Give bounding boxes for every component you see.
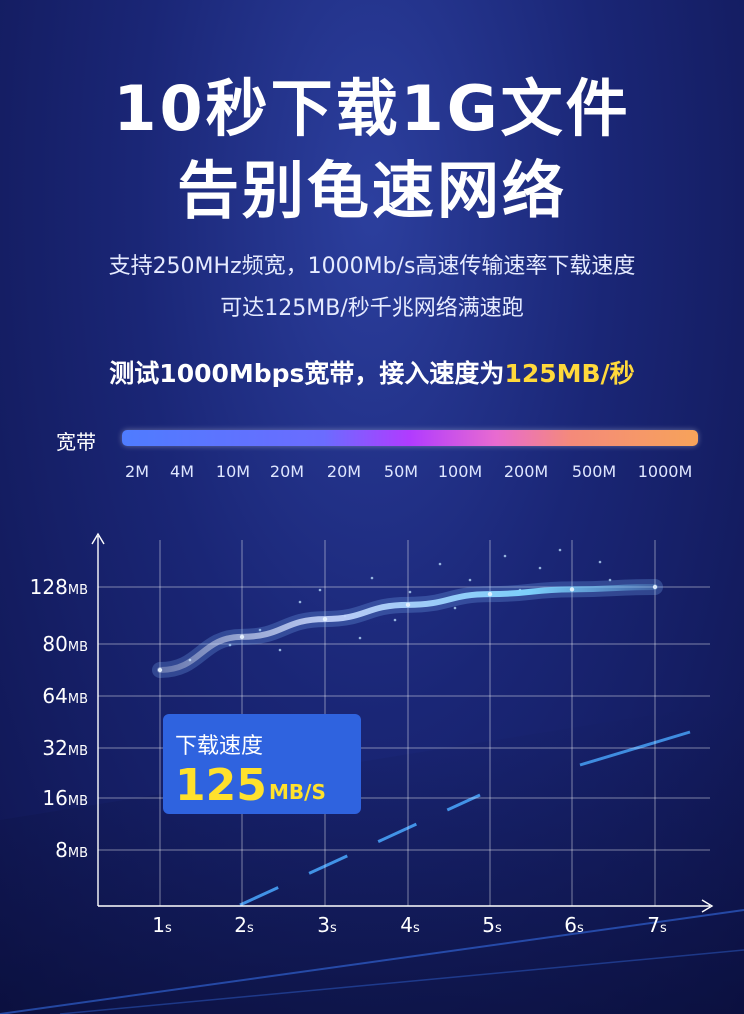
bandwidth-tick-label: 500M (571, 462, 617, 481)
download-speed-value: 125 (175, 760, 267, 811)
bandwidth-tick-label: 20M (326, 462, 362, 481)
sparkle (298, 600, 302, 604)
sparkle (453, 606, 457, 610)
bandwidth-tick-label: 50M (383, 462, 419, 481)
y-tick-label: 64MB (42, 684, 88, 708)
sparkle (408, 590, 412, 594)
sparkle (468, 578, 472, 582)
sparkle (258, 628, 262, 632)
x-tick-label: 7s (647, 913, 667, 937)
download-speed-box: 下载速度 125 MB/S (163, 714, 361, 814)
series-point (239, 634, 245, 640)
subtitle-line-1: 支持250MHz频宽，1000Mb/s高速传输速率下载速度 (108, 254, 636, 279)
bandwidth-tick-label: 1000M (637, 462, 693, 481)
speed-chart: 8MB 16MB 32MB 64MB 80MB 128MB 1s 2s 3s 4s 5s 6s 7s (0, 532, 744, 1014)
sparkle (393, 618, 397, 622)
y-tick-label: 128MB (30, 575, 88, 599)
y-tick-label: 8MB (55, 838, 88, 862)
y-tick-labels: 8MB 16MB 32MB 64MB 80MB 128MB (30, 575, 88, 862)
download-speed-unit: MB/S (269, 780, 326, 804)
bandwidth-label: 宽带 (56, 430, 96, 454)
sparkle (558, 548, 562, 552)
sparkle (318, 588, 322, 592)
x-tick-labels: 1s 2s 3s 4s 5s 6s 7s (152, 913, 667, 937)
bandwidth-ticks: 2M 4M 10M 20M 20M 50M 100M 200M 500M 1000M (112, 462, 708, 486)
chart-axes (91, 532, 714, 913)
series-point (405, 602, 411, 608)
bandwidth-tick-label: 10M (215, 462, 251, 481)
series-point (322, 616, 328, 622)
x-tick-label: 4s (400, 913, 420, 937)
x-tick-label: 2s (234, 913, 254, 937)
x-tick-label: 3s (317, 913, 337, 937)
test-line-prefix: 测试1000Mbps宽带，接入速度为 (109, 359, 505, 388)
x-tick-label: 1s (152, 913, 172, 937)
y-axis-arrow (91, 532, 105, 545)
sparkle (598, 560, 602, 564)
sparkle (358, 636, 362, 640)
sparkle (438, 562, 442, 566)
decor-floor-shade (0, 700, 744, 1014)
y-tick-label: 80MB (42, 632, 88, 656)
y-tick-label: 16MB (42, 786, 88, 810)
download-speed-label: 下载速度 (175, 734, 264, 759)
decor-light-lines (0, 730, 744, 1014)
bandwidth-tick-label: 20M (269, 462, 305, 481)
chart-series (152, 579, 663, 678)
bandwidth-tick-label: 4M (170, 462, 194, 481)
headline-line-2: 告别龟速网络 (176, 154, 567, 227)
series-point (652, 584, 658, 590)
test-line: 测试1000Mbps宽带，接入速度为125MB/秒 (0, 354, 744, 390)
bandwidth-tick-label: 2M (125, 462, 149, 481)
subtitle-line-2: 可达125MB/秒千兆网络满速跑 (220, 296, 524, 321)
sparkle (228, 643, 232, 647)
sparkle (278, 648, 282, 652)
x-tick-label: 5s (482, 913, 502, 937)
y-tick-label: 32MB (42, 736, 88, 760)
sparkle (370, 576, 374, 580)
series-point (157, 667, 163, 673)
headline-line-1: 10秒下载1G文件 (113, 72, 631, 145)
sparkle (538, 566, 542, 570)
bandwidth-gradient-bar (122, 430, 698, 446)
series-point (487, 591, 493, 597)
sparkle (608, 578, 612, 582)
bandwidth-tick-label: 200M (503, 462, 549, 481)
bandwidth-tick-label: 100M (437, 462, 483, 481)
series-point (569, 587, 575, 592)
test-line-highlight: 125MB/秒 (504, 359, 635, 388)
x-axis-arrow (701, 899, 714, 913)
sparkle (503, 554, 507, 558)
x-tick-label: 6s (564, 913, 584, 937)
